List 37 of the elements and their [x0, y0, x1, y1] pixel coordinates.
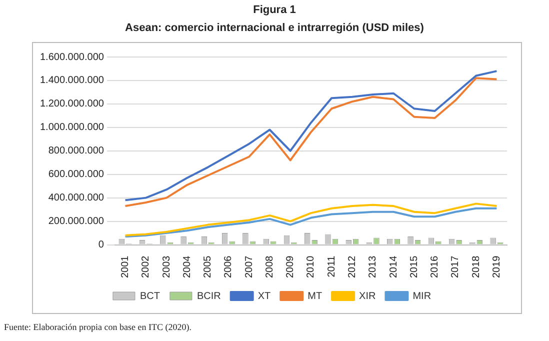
- x-tick-label: 2018: [470, 255, 482, 278]
- x-tick-label: 2012: [346, 255, 358, 278]
- y-tick-label: 1.400.000.000: [40, 75, 104, 86]
- legend-label: XIR: [359, 290, 376, 302]
- y-tick-label: 200.000.000: [48, 216, 104, 228]
- x-tick-label: 2001: [120, 255, 132, 278]
- x-tick-label: 2016: [430, 255, 441, 278]
- x-tick-label: 2015: [408, 255, 420, 278]
- y-tick-label: 1.000.000.000: [40, 122, 104, 134]
- legend-label: BCIR: [196, 290, 221, 302]
- y-tick-label: 400.000.000: [48, 192, 104, 204]
- chart-subtitle: Asean: comercio internacional e intrarregión (USD miles): [124, 22, 425, 34]
- x-tick-label: 2003: [161, 255, 172, 278]
- x-tick-label: 2011: [326, 255, 338, 278]
- legend-label: MIR: [412, 290, 432, 302]
- y-tick-label: 800.000.000: [48, 146, 104, 157]
- y-tick-label: 1.600.000.000: [40, 52, 104, 63]
- x-tick-label: 2009: [285, 255, 296, 278]
- y-tick-label: 600.000.000: [48, 169, 104, 180]
- y-tick-label: 1.200.000.000: [40, 98, 104, 110]
- x-tick-label: 2005: [202, 255, 214, 278]
- x-tick-label: 2010: [306, 255, 317, 278]
- source-note: Fuente: Elaboración propia con base en ITC (2020).: [4, 322, 192, 332]
- y-tick-label: 0: [98, 240, 104, 251]
- x-tick-label: 2006: [223, 255, 234, 278]
- x-tick-label: 2019: [491, 255, 502, 278]
- x-tick-label: 2017: [450, 255, 462, 278]
- legend-label: MT: [308, 290, 322, 302]
- legend-label: BCT: [140, 290, 160, 302]
- chart-title: Figura 1: [252, 4, 297, 16]
- x-tick-label: 2007: [244, 255, 255, 278]
- x-tick-label: 2013: [368, 255, 379, 278]
- x-tick-label: 2008: [264, 255, 276, 278]
- x-tick-label: 2002: [140, 255, 152, 278]
- legend-label: XT: [258, 290, 271, 302]
- x-tick-label: 2004: [182, 255, 193, 278]
- x-tick-label: 2014: [388, 255, 400, 278]
